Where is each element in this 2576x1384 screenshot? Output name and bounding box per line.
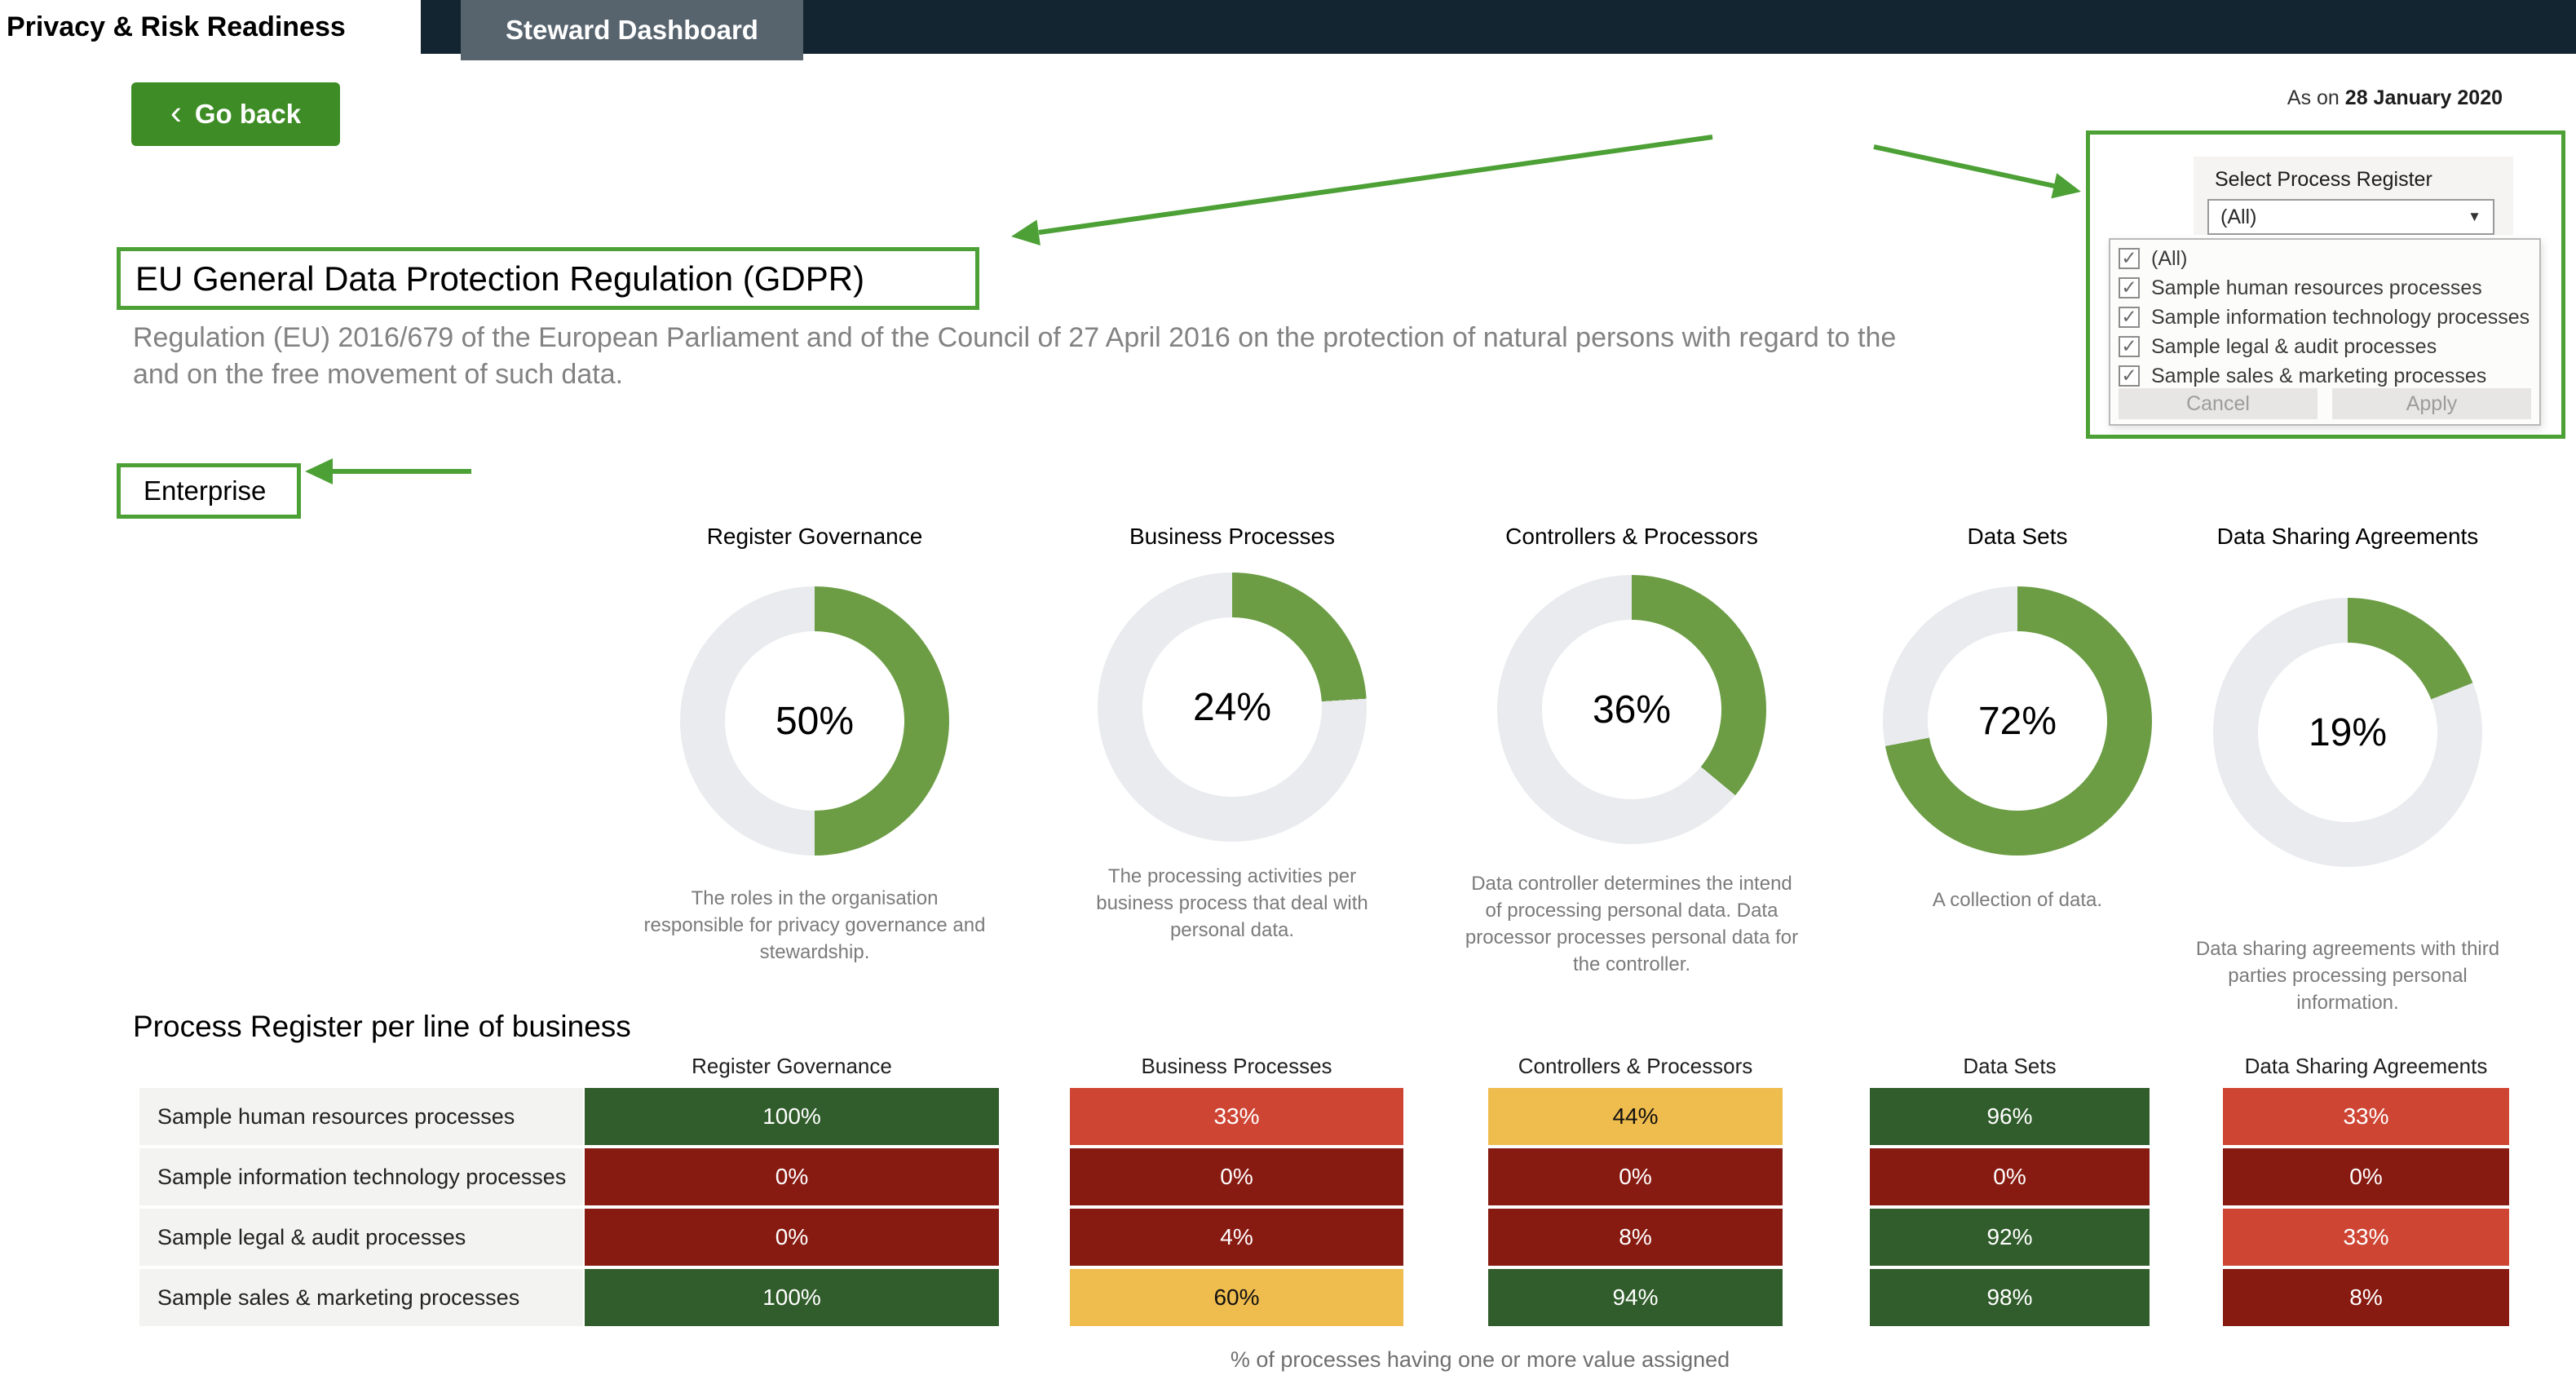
tab-steward-dashboard[interactable]: Steward Dashboard [461,0,803,60]
table-cell: 0% [585,1148,999,1205]
table-cell: 8% [2223,1269,2509,1326]
donut-chart[interactable] [1883,586,2152,856]
as-on-value: 28 January 2020 [2344,86,2503,109]
filter-option-it[interactable]: Sample information technology processes [2110,303,2539,332]
filter-option-sales[interactable]: Sample sales & marketing processes [2110,361,2539,391]
table-cell: 0% [1488,1148,1783,1205]
arrow-to-filter [1873,144,2081,199]
description-line: Regulation (EU) 2016/679 of the European… [133,322,1897,353]
chart-title: Business Processes [1129,524,1336,549]
table-cell: 33% [2223,1088,2509,1145]
chart-card-data-sets: Data Sets 72% A collection of data. [1822,524,2213,913]
donut-chart[interactable] [1098,573,1367,842]
app-title: Privacy & Risk Readiness [7,11,346,42]
table-cell: 100% [585,1088,999,1145]
checkbox-checked-icon[interactable] [2119,336,2140,357]
row-label: Sample sales & marketing processes [139,1269,583,1326]
column-header: Data Sharing Agreements [2244,1054,2488,1078]
chart-title: Controllers & Processors [1505,524,1758,549]
filter-option-hr[interactable]: Sample human resources processes [2110,273,2539,303]
column-header: Controllers & Processors [1518,1054,1753,1078]
filter-option-label: Sample legal & audit processes [2151,334,2437,358]
donut-chart[interactable] [1497,575,1766,844]
donut-value: 36% [1592,688,1672,732]
filter-option-all[interactable]: (All) [2110,244,2539,273]
column-header: Register Governance [691,1054,892,1078]
filter-option-label: Sample human resources processes [2151,276,2482,299]
chart-title: Data Sharing Agreements [2216,524,2479,549]
donut-value: 72% [1977,699,2057,743]
donut-value: 19% [2308,710,2388,754]
chevron-left-icon: ‹ [170,93,182,131]
table-cell: 33% [1070,1088,1403,1145]
chart-card-register-governance: Register Governance 50% The roles in the… [619,524,1010,966]
page-description: Regulation (EU) 2016/679 of the European… [133,320,2155,393]
table-cell: 44% [1488,1088,1783,1145]
chart-card-controllers-processors: Controllers & Processors 36% Data contro… [1436,524,1827,978]
table-footnote: % of processes having one or more value … [1230,1347,1730,1372]
chart-card-business-processes: Business Processes 24% The processing ac… [1036,524,1428,944]
arrow-to-scope [305,458,471,484]
scope-label: Enterprise [144,475,267,506]
filter-option-label: Sample sales & marketing processes [2151,364,2487,387]
filter-option-legal[interactable]: Sample legal & audit processes [2110,332,2539,361]
table-cell: 94% [1488,1269,1783,1326]
gdpr-title-highlight-box: EU General Data Protection Regulation (G… [117,247,979,310]
table-cell: 0% [1070,1148,1403,1205]
table-cell: 98% [1870,1269,2150,1326]
row-label: Sample human resources processes [139,1088,583,1145]
table-cell: 4% [1070,1209,1403,1266]
donut-chart[interactable] [680,586,949,856]
table-cell: 60% [1070,1269,1403,1326]
table-cell: 0% [585,1209,999,1266]
chart-title: Register Governance [706,524,923,549]
chart-caption: Data controller determines the intend of… [1465,873,1799,975]
apply-button[interactable]: Apply [2332,388,2531,419]
table-cell: 100% [585,1269,999,1326]
checkbox-checked-icon[interactable] [2119,248,2140,269]
filter-option-label: (All) [2151,246,2188,270]
chevron-down-icon: ▼ [2468,209,2481,224]
table-cell: 33% [2223,1209,2509,1266]
table-cell: 0% [2223,1148,2509,1205]
cancel-button[interactable]: Cancel [2119,388,2318,419]
chart-caption: The processing activities per business p… [1096,865,1368,941]
go-back-button[interactable]: ‹ Go back [131,82,340,146]
table-title: Process Register per line of business [133,1010,631,1043]
donut-value: 50% [775,699,855,743]
row-label: Sample legal & audit processes [139,1209,583,1266]
row-label: Sample information technology processes [139,1148,583,1205]
chart-title: Data Sets [1967,524,2068,549]
chart-caption: Data sharing agreements with third parti… [2195,938,2500,1014]
table-cell: 92% [1870,1209,2150,1266]
dropdown-buttons: Cancel Apply [2119,388,2531,419]
scope-highlight-box: Enterprise [117,463,301,519]
go-back-label: Go back [194,99,302,129]
table-cell: 0% [1870,1148,2150,1205]
process-register-dropdown: (All) Sample human resources processes S… [2109,238,2541,426]
chart-caption: The roles in the organisation responsibl… [643,887,986,963]
filter-option-label: Sample information technology processes [2151,305,2530,329]
column-header: Data Sets [1963,1054,2057,1078]
table-cell: 8% [1488,1209,1783,1266]
checkbox-checked-icon[interactable] [2119,307,2140,328]
checkbox-checked-icon[interactable] [2119,365,2140,387]
as-on-date: As on 28 January 2020 [2287,86,2503,110]
chart-caption: A collection of data. [1932,889,2103,911]
filter-label: Select Process Register [2215,168,2432,191]
process-register-select[interactable]: (All) ▼ [2207,199,2494,235]
table-cell: 96% [1870,1088,2150,1145]
as-on-prefix: As on [2287,86,2340,109]
page-title: EU General Data Protection Regulation (G… [135,259,865,298]
checkbox-checked-icon[interactable] [2119,277,2140,298]
donut-value: 24% [1192,685,1272,729]
donut-chart[interactable] [2213,598,2482,867]
arrow-to-title [1011,135,1713,245]
select-value: (All) [2220,205,2257,228]
chart-card-data-sharing-agreements: Data Sharing Agreements 19% Data sharing… [2152,524,2543,1016]
description-line: and on the free movement of such data. [133,359,624,390]
column-header: Business Processes [1141,1054,1332,1078]
